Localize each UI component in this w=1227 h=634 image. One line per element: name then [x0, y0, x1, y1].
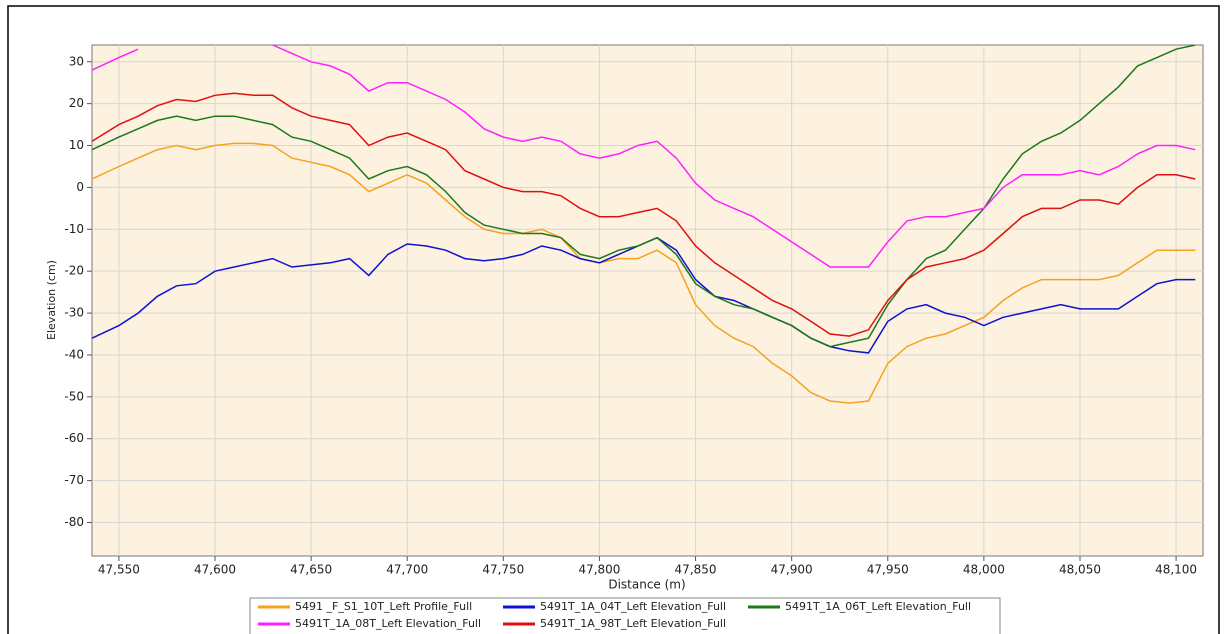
y-axis-label: Elevation (cm): [45, 260, 58, 340]
x-tick-label: 47,600: [194, 563, 236, 577]
series-line: [92, 45, 1196, 348]
plot-area: [91, 44, 1204, 557]
x-tick-label: 47,650: [290, 563, 332, 577]
y-tick-label: -20: [64, 264, 84, 278]
y-tick-label: -80: [64, 515, 84, 529]
legend-box: [249, 597, 1001, 634]
y-tick-label: 20: [69, 96, 84, 110]
y-tick-label: -30: [64, 306, 84, 320]
series-line: [92, 142, 1196, 404]
y-tick-label: 10: [69, 138, 84, 152]
x-tick-label: 47,800: [578, 563, 620, 577]
y-tick-label: -10: [64, 222, 84, 236]
x-tick-label: 47,900: [771, 563, 813, 577]
x-tick-label: 47,550: [98, 563, 140, 577]
x-tick-label: 48,000: [963, 563, 1005, 577]
x-tick-label: 47,750: [482, 563, 524, 577]
series-line: [92, 45, 1196, 268]
y-tick-label: -50: [64, 389, 84, 403]
legend-label: 5491T_1A_98T_Left Elevation_Full: [540, 617, 726, 630]
legend-label: 5491T_1A_06T_Left Elevation_Full: [785, 600, 971, 613]
legend-label: 5491T_1A_04T_Left Elevation_Full: [540, 600, 726, 613]
y-tick-label: -40: [64, 347, 84, 361]
series-line: [92, 92, 1196, 337]
x-tick-label: 47,850: [675, 563, 717, 577]
y-tick-label: -70: [64, 473, 84, 487]
x-axis-label: Distance (m): [608, 578, 685, 592]
x-tick-label: 47,950: [867, 563, 909, 577]
y-tick-label: 30: [69, 54, 84, 68]
legend-label: 5491T_1A_08T_Left Elevation_Full: [295, 617, 481, 630]
y-tick-label: -60: [64, 431, 84, 445]
y-tick-label: 0: [76, 180, 84, 194]
x-tick-label: 48,050: [1059, 563, 1101, 577]
x-tick-label: 47,700: [386, 563, 428, 577]
legend-label: 5491 _F_S1_10T_Left Profile_Full: [295, 600, 472, 613]
x-tick-label: 48,100: [1155, 563, 1197, 577]
